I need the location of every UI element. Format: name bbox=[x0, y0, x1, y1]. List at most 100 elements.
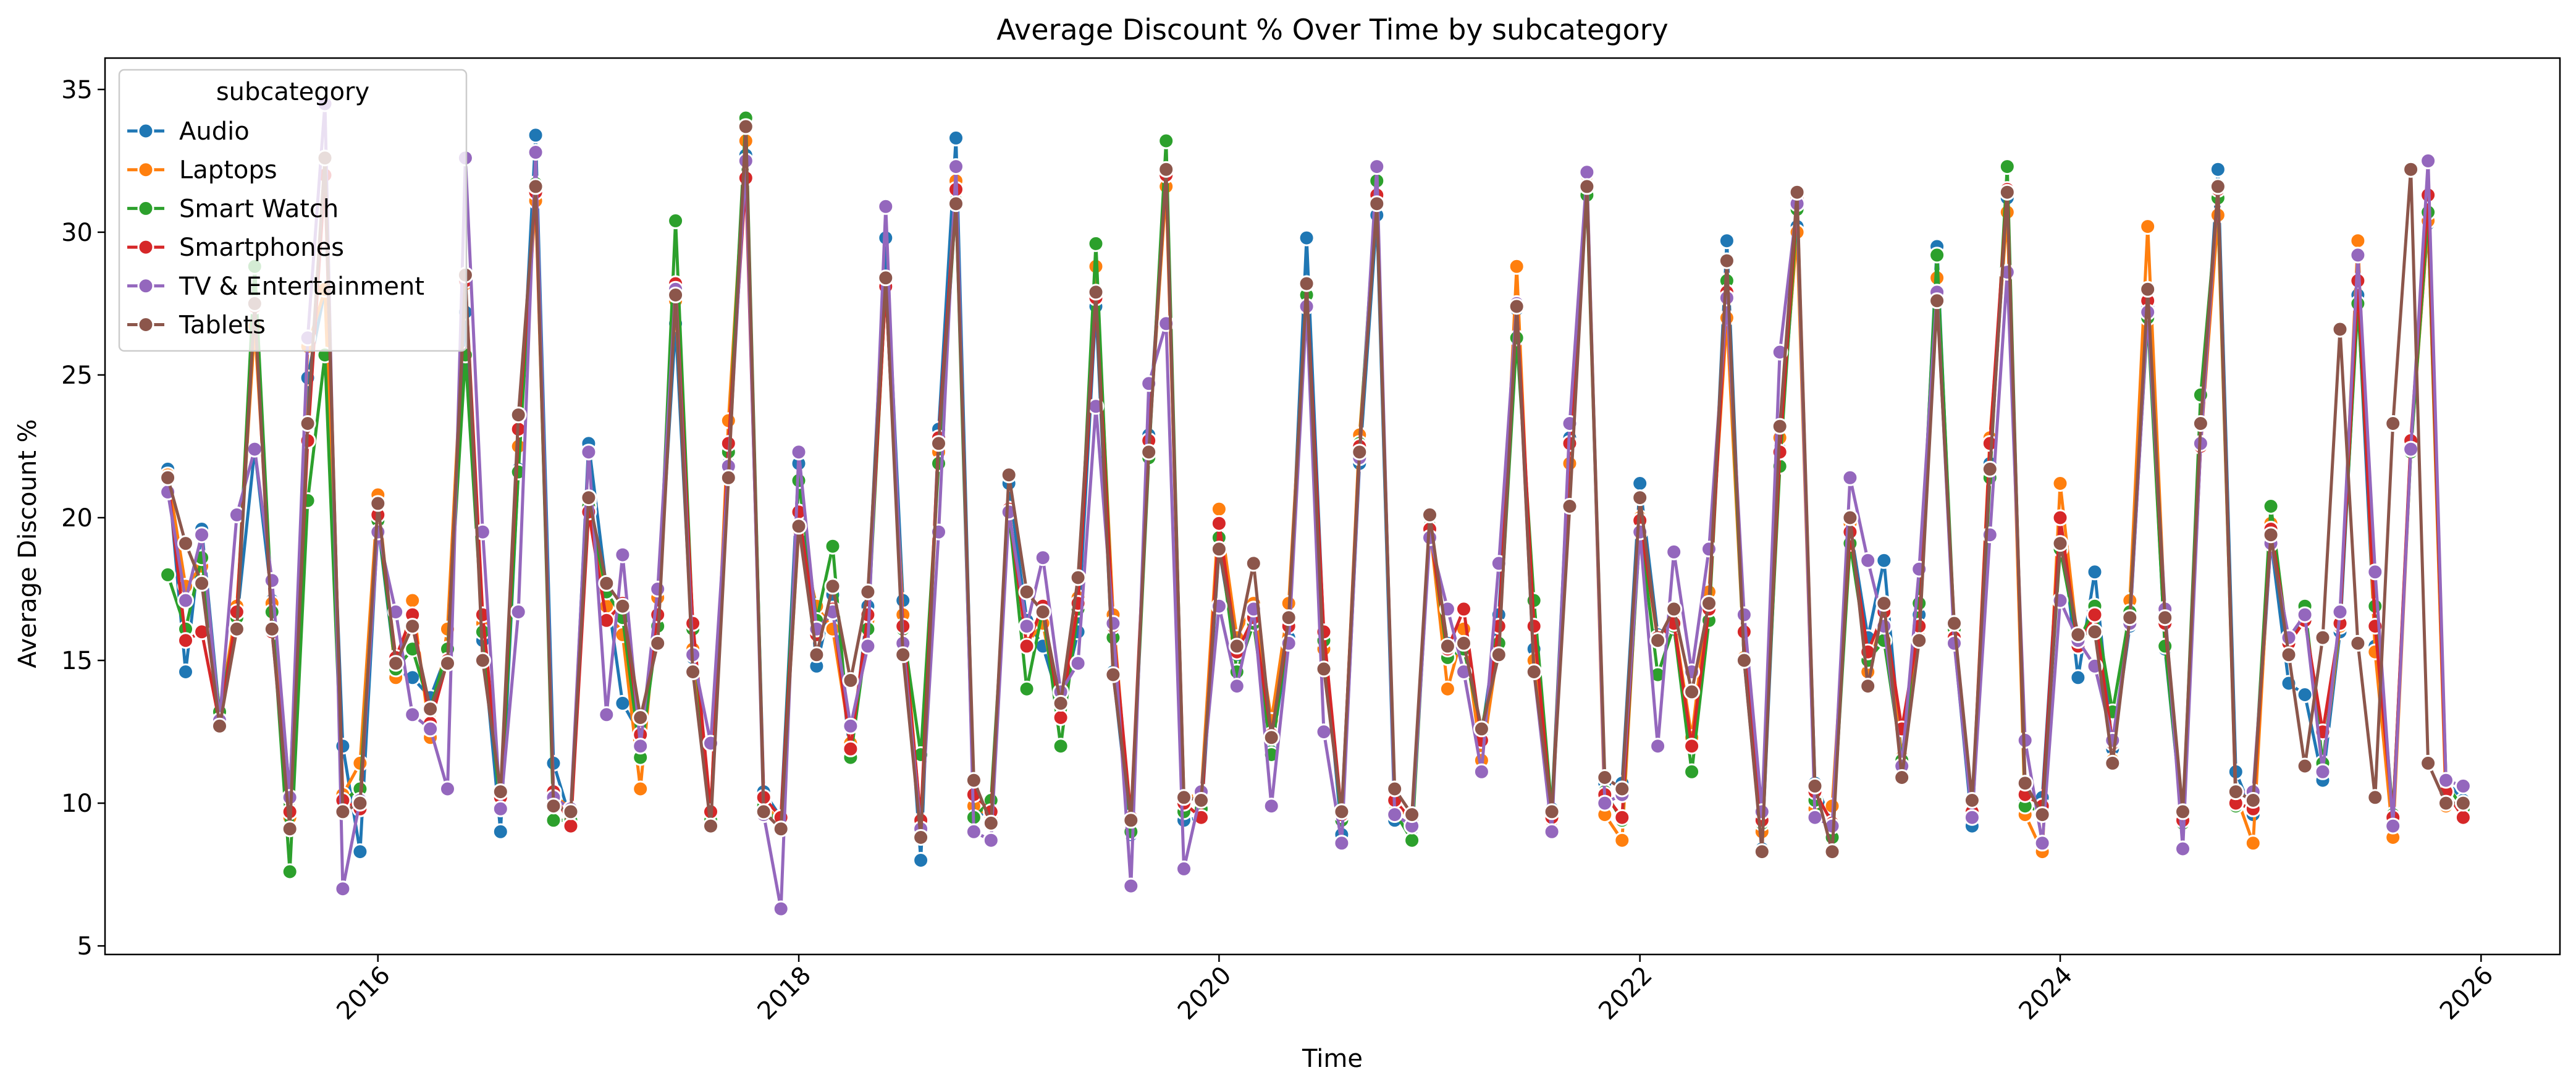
data-point bbox=[1018, 638, 1035, 655]
series-5 bbox=[159, 118, 2472, 861]
data-point bbox=[2052, 509, 2069, 526]
data-point bbox=[2086, 606, 2103, 623]
data-point bbox=[1404, 832, 1421, 849]
data-point bbox=[930, 435, 947, 452]
data-point bbox=[790, 444, 807, 461]
data-point bbox=[281, 863, 298, 880]
y-tick-label: 10 bbox=[61, 790, 93, 818]
y-tick-label: 15 bbox=[61, 647, 93, 675]
data-point bbox=[2227, 783, 2244, 801]
data-point bbox=[1525, 663, 1543, 680]
data-point bbox=[948, 158, 964, 175]
data-point bbox=[1052, 709, 1069, 726]
data-point bbox=[614, 597, 631, 615]
data-point bbox=[1998, 183, 2016, 201]
data-point bbox=[1455, 600, 1472, 618]
data-point bbox=[842, 672, 859, 689]
data-point bbox=[1596, 769, 1614, 786]
data-point bbox=[632, 738, 649, 755]
data-point bbox=[2034, 835, 2051, 852]
data-point bbox=[1508, 258, 1525, 275]
data-point bbox=[193, 575, 211, 592]
data-point bbox=[1543, 803, 1560, 820]
legend-entry-label: Smart Watch bbox=[179, 195, 339, 223]
data-point bbox=[912, 852, 930, 869]
data-point bbox=[2139, 280, 2157, 298]
data-point bbox=[1578, 178, 1596, 195]
data-point bbox=[1963, 809, 1980, 826]
data-point bbox=[580, 444, 597, 461]
data-point bbox=[2052, 535, 2069, 552]
data-point bbox=[2280, 629, 2297, 646]
data-point bbox=[1875, 552, 1893, 569]
data-point bbox=[263, 620, 280, 638]
data-point bbox=[263, 572, 280, 589]
data-point bbox=[1946, 615, 1963, 632]
data-point bbox=[2174, 840, 2191, 857]
data-point bbox=[1771, 418, 1788, 435]
data-point bbox=[2314, 763, 2331, 780]
data-point bbox=[667, 212, 684, 229]
data-point bbox=[598, 706, 615, 723]
data-point bbox=[2349, 232, 2367, 250]
data-point bbox=[1052, 694, 1069, 712]
data-point bbox=[510, 406, 527, 424]
data-point bbox=[2296, 606, 2313, 623]
data-point bbox=[1315, 723, 1332, 741]
data-point bbox=[1701, 541, 1717, 558]
data-point bbox=[1998, 158, 2016, 175]
data-point bbox=[859, 583, 877, 600]
data-point bbox=[1263, 798, 1280, 815]
data-point bbox=[2420, 152, 2437, 169]
data-point bbox=[1893, 769, 1911, 786]
data-point bbox=[824, 578, 841, 595]
data-point bbox=[1069, 655, 1087, 672]
data-point bbox=[948, 195, 964, 213]
series-layer bbox=[159, 95, 2472, 917]
data-point bbox=[632, 709, 649, 726]
data-point bbox=[527, 178, 544, 195]
y-axis-label: Average Discount % bbox=[14, 419, 42, 668]
data-point bbox=[702, 817, 719, 835]
data-point bbox=[1929, 292, 1946, 310]
data-point bbox=[1333, 803, 1350, 820]
data-point bbox=[790, 518, 807, 535]
x-tick-label: 2020 bbox=[1172, 961, 1237, 1026]
data-point bbox=[422, 701, 439, 718]
data-point bbox=[1578, 164, 1596, 181]
x-tick-label: 2026 bbox=[2435, 961, 2499, 1026]
data-point bbox=[2262, 498, 2279, 515]
data-point bbox=[1683, 683, 1701, 701]
data-point bbox=[2086, 623, 2103, 641]
data-point bbox=[1298, 275, 1315, 292]
data-point bbox=[1525, 618, 1543, 635]
data-point bbox=[1018, 583, 1035, 600]
x-tick-label: 2016 bbox=[331, 961, 396, 1026]
data-point bbox=[1718, 252, 1735, 269]
data-point bbox=[614, 546, 631, 563]
data-point bbox=[1788, 183, 1806, 201]
data-point bbox=[1508, 298, 1525, 315]
y-tick-label: 30 bbox=[61, 219, 93, 247]
data-point bbox=[492, 823, 509, 840]
legend-entry-label: TV & Entertainment bbox=[179, 272, 424, 301]
data-point bbox=[527, 144, 544, 161]
data-point bbox=[2121, 609, 2139, 626]
data-point bbox=[1981, 460, 1998, 478]
data-point bbox=[1875, 595, 1893, 612]
data-point bbox=[1018, 618, 1035, 635]
data-point bbox=[2086, 563, 2103, 581]
data-point bbox=[1859, 678, 1877, 695]
legend-swatch-marker bbox=[137, 200, 154, 217]
data-point bbox=[369, 495, 387, 512]
data-point bbox=[492, 783, 509, 801]
data-point bbox=[1473, 720, 1490, 738]
legend-entry-label: Smartphones bbox=[179, 234, 344, 262]
data-point bbox=[1368, 195, 1386, 213]
data-point bbox=[2209, 178, 2226, 195]
data-point bbox=[1210, 541, 1227, 558]
data-point bbox=[1228, 638, 1245, 655]
data-point bbox=[2454, 777, 2472, 794]
data-point bbox=[2174, 803, 2191, 820]
legend-swatch-marker bbox=[137, 277, 154, 295]
